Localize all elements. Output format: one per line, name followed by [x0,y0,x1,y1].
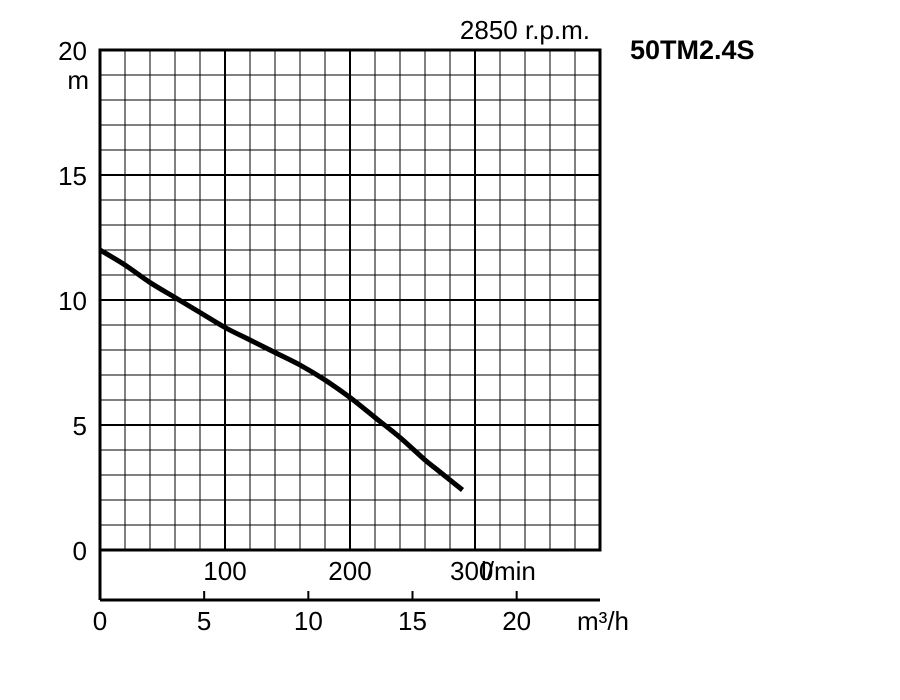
y-tick-label: 10 [58,286,87,316]
m3h-unit-label: m³/h [577,606,629,636]
y-axis-label: m [67,65,89,95]
m3h-tick-label: 5 [197,606,211,636]
curve-layer [98,247,465,492]
m3h-tick-label: 15 [398,606,427,636]
lpm-tick-label: 300 [450,556,493,586]
y-tick-label: 15 [58,161,87,191]
y-tick-label: 0 [73,536,87,566]
m3h-tick-label: 20 [502,606,531,636]
speed-label: 2850 r.p.m. [460,15,590,45]
m3h-tick-label: 10 [294,606,323,636]
plot-frame [98,48,602,602]
lpm-tick-label: 200 [328,556,371,586]
plot-border [98,48,602,552]
y-tick-label: 20 [58,36,87,66]
chart-title: 50TM2.4S [630,35,755,65]
head-flow-curve [98,247,465,492]
labels: 2850 r.p.m. 50TM2.4S m l/min m³/h 0 5 10 15… [58,15,754,636]
lpm-tick-label: 100 [203,556,246,586]
lpm-unit-label: l/min [481,556,536,586]
m3h-tick-label: 0 [93,606,107,636]
y-tick-label: 5 [73,411,87,441]
